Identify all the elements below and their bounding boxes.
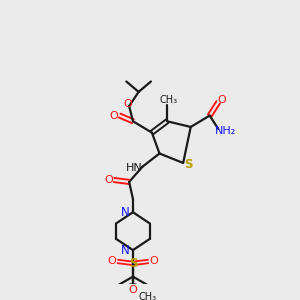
Text: CH₃: CH₃ <box>160 95 178 105</box>
Text: S: S <box>184 158 192 171</box>
Text: O: O <box>149 256 158 266</box>
Text: N: N <box>121 206 130 219</box>
Text: CH₃: CH₃ <box>138 292 156 300</box>
Text: O: O <box>104 175 113 185</box>
Text: N: N <box>121 244 130 256</box>
Text: HN: HN <box>125 163 142 173</box>
Text: NH₂: NH₂ <box>215 126 236 136</box>
Text: S: S <box>129 257 137 270</box>
Text: O: O <box>218 95 226 105</box>
Text: O: O <box>110 111 118 121</box>
Text: O: O <box>108 256 116 266</box>
Text: O: O <box>123 99 132 109</box>
Text: O: O <box>129 285 137 295</box>
